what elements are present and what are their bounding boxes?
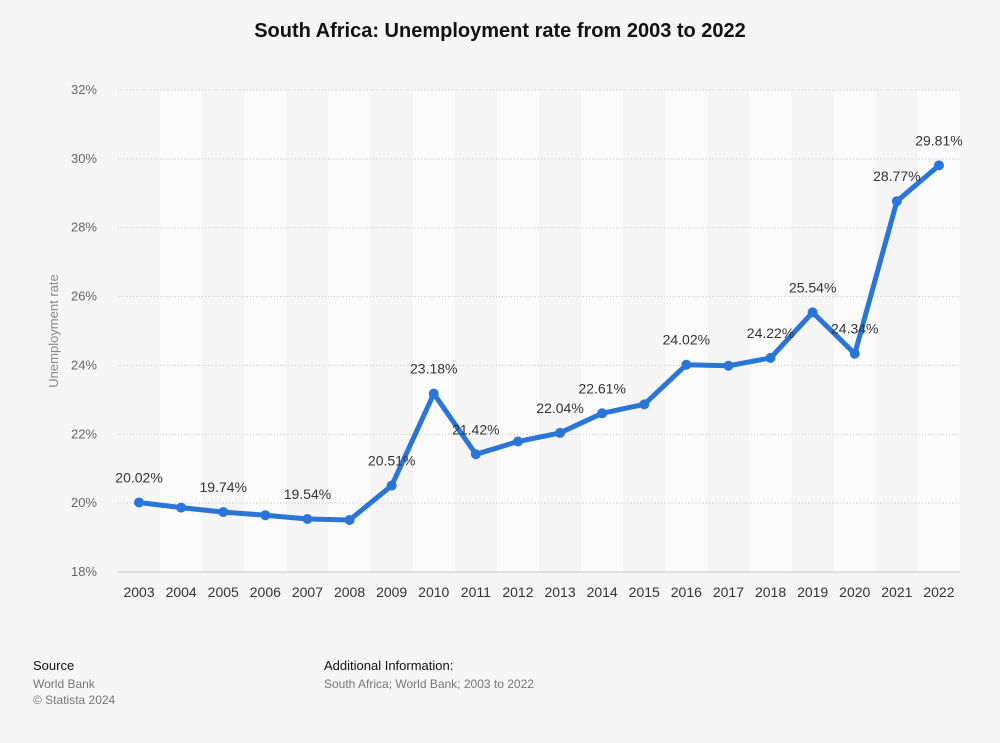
data-label: 19.54% (284, 486, 331, 502)
data-point (218, 507, 229, 518)
column-band (749, 90, 792, 572)
x-tick-label: 2014 (587, 584, 618, 600)
source-line: World Bank (33, 677, 95, 691)
y-axis-ticks: 18% 20% 22% 24% 26% 28% 30% 32% (71, 82, 97, 579)
copyright-line: © Statista 2024 (33, 693, 116, 707)
x-tick-label: 2013 (544, 584, 575, 600)
line-chart: 18%20%22%24%26%28%30%32% 2003 2004 2005 200… (46, 82, 963, 600)
column-band (328, 90, 371, 572)
column-band (581, 90, 624, 572)
x-tick-label: 2015 (629, 584, 660, 600)
data-points (134, 160, 944, 526)
column-band (160, 90, 203, 572)
data-point (807, 307, 818, 318)
x-tick-label: 2020 (839, 584, 870, 600)
data-label: 29.81% (915, 132, 962, 148)
data-label: 22.04% (536, 400, 583, 416)
x-tick-label: 2022 (923, 584, 954, 600)
data-label: 20.02% (115, 469, 162, 485)
column-bands (160, 90, 960, 572)
x-tick-label: 2004 (166, 584, 197, 600)
chart-title: South Africa: Unemployment rate from 200… (254, 20, 746, 42)
column-band (665, 90, 708, 572)
x-tick-label: 2017 (713, 584, 744, 600)
column-band (244, 90, 287, 572)
x-tick-label: 2010 (418, 584, 449, 600)
data-label: 25.54% (789, 279, 836, 295)
x-tick-label: 2007 (292, 584, 323, 600)
additional-info-heading: Additional Information: (324, 658, 454, 673)
x-tick-label: 2021 (881, 584, 912, 600)
source-block: Source World Bank © Statista 2024 (33, 658, 115, 708)
data-label: 23.18% (410, 361, 457, 377)
x-tick-label: 2011 (461, 584, 491, 600)
data-point (681, 359, 692, 370)
data-label: 24.22% (747, 325, 794, 341)
y-tick-label: 22% (71, 426, 97, 441)
data-point (260, 510, 271, 521)
additional-info-block: Additional Information: South Africa; Wo… (324, 658, 534, 692)
x-tick-label: 2019 (797, 584, 828, 600)
gridlines (118, 89, 960, 573)
data-label: 20.51% (368, 453, 415, 469)
column-band (412, 90, 455, 572)
data-label: 24.02% (663, 332, 710, 348)
data-point (765, 352, 776, 363)
column-band (833, 90, 876, 572)
data-point (470, 449, 481, 460)
data-point (176, 502, 187, 513)
x-tick-label: 2016 (671, 584, 702, 600)
data-label: 22.61% (578, 380, 625, 396)
data-point (849, 348, 860, 359)
y-tick-label: 20% (71, 495, 97, 510)
series-line (136, 162, 942, 523)
x-tick-label: 2006 (250, 584, 281, 600)
data-point (302, 513, 313, 524)
source-heading: Source (33, 658, 75, 673)
data-point (555, 427, 566, 438)
column-band (496, 90, 539, 572)
x-tick-label: 2003 (123, 584, 154, 600)
additional-info-line: South Africa; World Bank; 2003 to 2022 (324, 677, 534, 691)
data-point (344, 515, 355, 526)
data-point (723, 360, 734, 371)
y-axis-label: Unemployment rate (46, 274, 61, 387)
data-label: 19.74% (200, 479, 247, 495)
y-tick-label: 28% (71, 220, 97, 235)
data-label: 21.42% (452, 421, 499, 437)
y-tick-label: 26% (71, 289, 97, 304)
x-tick-label: 2005 (208, 584, 239, 600)
y-tick-label: 32% (71, 82, 97, 97)
x-tick-label: 2009 (376, 584, 407, 600)
data-point (933, 160, 944, 171)
data-point (639, 399, 650, 410)
data-label: 28.77% (873, 168, 920, 184)
y-tick-label: 24% (71, 357, 97, 372)
data-point (386, 480, 397, 491)
x-tick-label: 2018 (755, 584, 786, 600)
data-point (512, 436, 523, 447)
data-labels: 20.02% 19.74% 19.54% 20.51% 23.18% 21.42% 22.0… (115, 132, 962, 502)
data-point (597, 408, 608, 419)
data-point (891, 196, 902, 207)
data-point (134, 497, 145, 508)
data-label: 24.34% (831, 321, 878, 337)
x-tick-label: 2012 (502, 584, 533, 600)
x-axis-ticks: 2003 2004 2005 2006 2007 2008 2009 2010 2011 2012… (123, 584, 954, 600)
y-tick-label: 18% (71, 564, 97, 579)
x-tick-label: 2008 (334, 584, 365, 600)
data-point (428, 388, 439, 399)
y-tick-label: 30% (71, 151, 97, 166)
